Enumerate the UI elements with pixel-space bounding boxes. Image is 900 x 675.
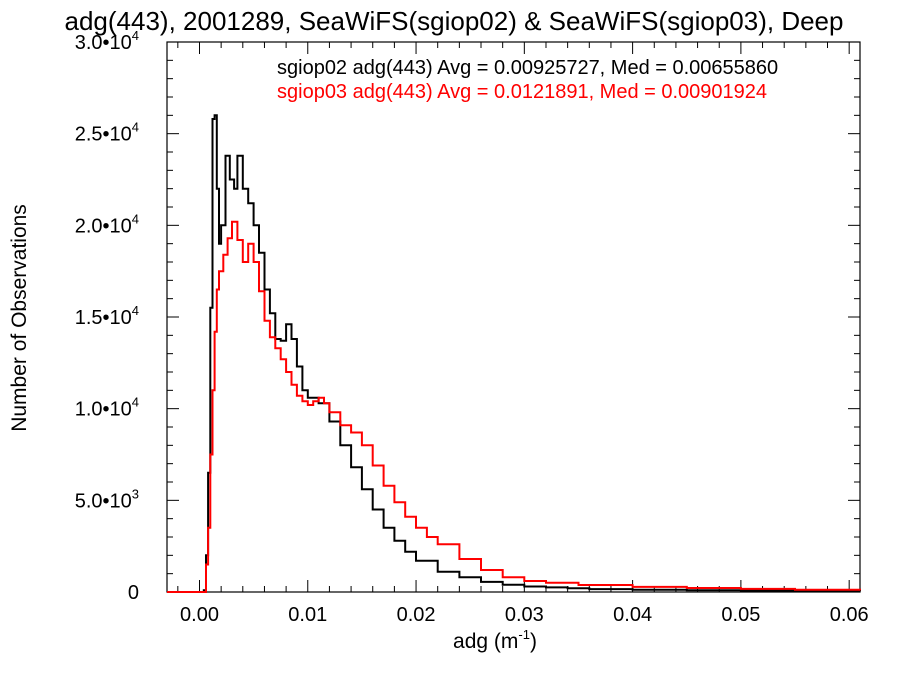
- y-tick-label-mantissa: 1.0•10: [75, 399, 132, 421]
- y-axis-label: Number of Observations: [8, 204, 31, 432]
- y-tick-label: 5.0•103: [75, 486, 139, 512]
- y-tick-label-mantissa: 3.0•10: [75, 32, 132, 54]
- x-tick-label: 0.02: [397, 604, 436, 626]
- x-tick-label: 0.04: [613, 604, 652, 626]
- y-tick-label-mantissa: 0: [128, 582, 139, 604]
- series-line-sgiop02: [167, 114, 861, 593]
- plot-frame: [166, 41, 861, 593]
- y-tick-label: 2.0•104: [75, 211, 139, 237]
- x-tick-label: 0.03: [505, 604, 544, 626]
- legend-entry-sgiop02: sgiop02 adg(443) Avg = 0.00925727, Med =…: [277, 57, 778, 79]
- y-tick-label-exponent: 4: [132, 303, 139, 318]
- legend: sgiop02 adg(443) Avg = 0.00925727, Med =…: [277, 57, 778, 103]
- y-tick-label-exponent: 4: [132, 28, 139, 43]
- plot-border: [166, 41, 861, 593]
- x-tick-label: 0.00: [180, 604, 219, 626]
- x-axis-label: adg (m-1): [453, 627, 537, 653]
- x-axis-label-main: adg (m: [453, 630, 518, 653]
- chart-title: adg(443), 2001289, SeaWiFS(sgiop02) & Se…: [65, 6, 844, 36]
- x-tick-label: 0.06: [830, 604, 869, 626]
- y-tick-label-exponent: 4: [132, 211, 139, 226]
- y-tick-label: 1.5•104: [75, 303, 139, 329]
- series-layer: [167, 114, 861, 593]
- y-axis: 05.0•1031.0•1041.5•1042.0•1042.5•1043.0•…: [75, 28, 860, 604]
- y-tick-label-mantissa: 2.5•10: [75, 124, 132, 146]
- y-tick-label-mantissa: 2.0•10: [75, 215, 132, 237]
- x-tick-label: 0.01: [288, 604, 327, 626]
- y-tick-label: 0: [128, 582, 139, 604]
- y-tick-label: 2.5•104: [75, 120, 139, 146]
- y-tick-label: 3.0•104: [75, 28, 139, 54]
- y-tick-label-mantissa: 1.5•10: [75, 307, 132, 329]
- y-tick-label-exponent: 3: [132, 486, 139, 501]
- y-tick-label-exponent: 4: [132, 395, 139, 410]
- x-axis-label-superscript: -1: [518, 627, 530, 642]
- x-axis: 0.00 0.01 0.02 0.03 0.04 0.05 0.06: [177, 42, 869, 626]
- y-tick-label: 1.0•104: [75, 395, 139, 421]
- y-tick-label-exponent: 4: [132, 120, 139, 135]
- y-tick-label-mantissa: 5.0•10: [75, 490, 132, 512]
- x-tick-label: 0.05: [721, 604, 760, 626]
- series-line-sgiop03: [167, 220, 861, 593]
- legend-entry-sgiop03: sgiop03 adg(443) Avg = 0.0121891, Med = …: [277, 81, 767, 103]
- x-axis-label-close: ): [530, 630, 537, 653]
